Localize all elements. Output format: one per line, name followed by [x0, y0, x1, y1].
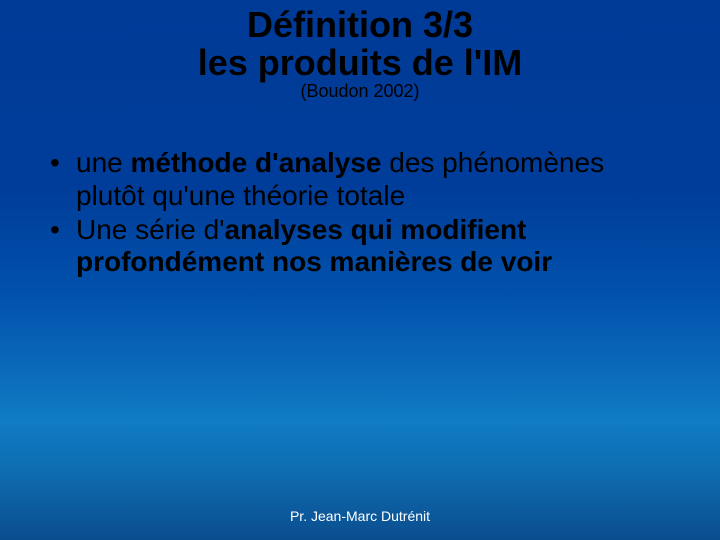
- list-item: Une série d'analyses qui modifient profo…: [40, 214, 680, 278]
- bullet-text-plain: Une série d': [76, 214, 225, 245]
- bullet-text-bold: méthode d'analyse: [131, 147, 382, 178]
- bullet-text-plain: une: [76, 147, 131, 178]
- slide-footer: Pr. Jean-Marc Dutrénit: [0, 508, 720, 524]
- slide-citation: (Boudon 2002): [0, 82, 720, 102]
- bullet-list: une méthode d'analyse des phénomènes plu…: [40, 147, 680, 278]
- slide-container: Définition 3/3 les produits de l'IM (Bou…: [0, 0, 720, 540]
- slide-subtitle: les produits de l'IM: [0, 44, 720, 82]
- title-area: Définition 3/3 les produits de l'IM (Bou…: [0, 0, 720, 101]
- slide-title: Définition 3/3: [0, 6, 720, 44]
- list-item: une méthode d'analyse des phénomènes plu…: [40, 147, 680, 211]
- body-area: une méthode d'analyse des phénomènes plu…: [0, 101, 720, 278]
